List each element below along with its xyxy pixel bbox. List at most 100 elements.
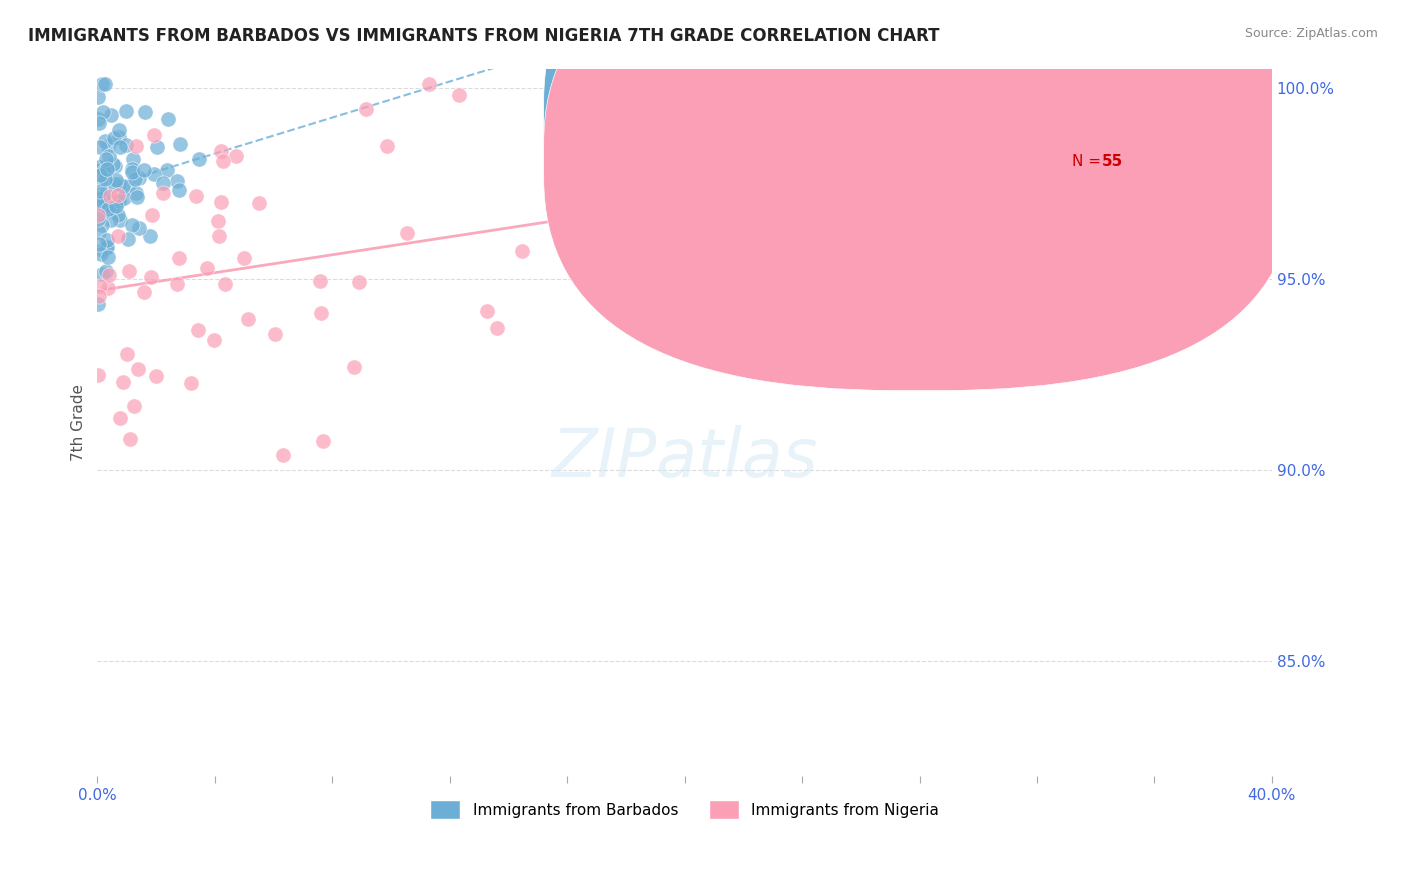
Point: [375, 139, 398, 153]
Point: [139, 228, 162, 243]
Point: [166, 174, 188, 188]
Text: IMMIGRANTS FROM BARBADOS VS IMMIGRANTS FROM NIGERIA 7TH GRADE CORRELATION CHART: IMMIGRANTS FROM BARBADOS VS IMMIGRANTS F…: [28, 27, 939, 45]
Point: [121, 165, 143, 179]
Point: [97, 149, 120, 163]
Point: [89, 116, 111, 130]
Point: [104, 199, 127, 213]
Point: [97, 202, 120, 216]
Point: [134, 104, 156, 119]
Point: [184, 189, 207, 203]
Point: [273, 448, 295, 462]
Point: [108, 212, 131, 227]
Point: [111, 179, 134, 194]
Point: [152, 186, 174, 200]
Point: [94, 264, 117, 278]
Point: [94, 152, 117, 166]
Point: [97, 281, 120, 295]
Point: [87, 89, 110, 103]
Point: [475, 304, 498, 318]
Point: [127, 361, 149, 376]
Point: [264, 326, 287, 341]
Point: [115, 346, 138, 360]
Point: [122, 399, 145, 413]
Point: [188, 152, 211, 166]
Point: [209, 145, 232, 159]
Point: [125, 139, 148, 153]
Point: [132, 285, 155, 300]
Text: N =: N =: [1073, 154, 1107, 169]
Point: [418, 77, 440, 91]
Point: [97, 268, 120, 282]
Point: [122, 152, 145, 166]
Point: [91, 218, 114, 232]
Point: [100, 212, 122, 227]
Point: [311, 434, 333, 448]
Point: [90, 160, 112, 174]
Point: [141, 270, 163, 285]
Point: [97, 138, 120, 153]
Point: [108, 178, 131, 192]
Point: [121, 161, 143, 176]
Point: [91, 171, 114, 186]
Point: [107, 229, 129, 244]
Text: R =: R =: [960, 154, 994, 169]
Point: [207, 214, 229, 228]
Point: [110, 140, 132, 154]
FancyBboxPatch shape: [873, 97, 1260, 210]
Point: [96, 240, 118, 254]
Point: [89, 195, 111, 210]
Point: [166, 277, 188, 292]
Point: [94, 186, 117, 201]
Point: [395, 226, 418, 240]
Text: N =: N =: [1073, 112, 1107, 127]
Point: [91, 77, 114, 91]
FancyBboxPatch shape: [544, 0, 1295, 391]
Point: [156, 162, 179, 177]
Point: [485, 321, 508, 335]
Point: [100, 108, 122, 122]
Point: [145, 368, 167, 383]
Point: [89, 225, 111, 239]
Point: [108, 194, 131, 208]
Y-axis label: 7th Grade: 7th Grade: [72, 384, 86, 461]
Point: [94, 171, 117, 186]
Point: [86, 212, 108, 227]
Point: [110, 410, 132, 425]
Point: [142, 167, 165, 181]
Point: [87, 112, 110, 126]
Point: [117, 178, 139, 193]
Point: [180, 376, 202, 390]
Point: [104, 173, 127, 187]
Point: [236, 311, 259, 326]
Point: [146, 140, 169, 154]
Point: [128, 220, 150, 235]
Point: [169, 183, 191, 197]
Point: [104, 160, 127, 174]
Point: [87, 368, 110, 383]
Point: [103, 157, 125, 171]
Point: [169, 136, 191, 151]
Point: [141, 208, 163, 222]
Point: [90, 244, 112, 258]
Text: Source: ZipAtlas.com: Source: ZipAtlas.com: [1244, 27, 1378, 40]
Point: [115, 103, 138, 118]
Point: [309, 306, 332, 320]
Text: ZIPatlas: ZIPatlas: [551, 425, 818, 491]
Point: [87, 236, 110, 251]
Text: 55: 55: [1101, 154, 1123, 169]
Point: [308, 274, 330, 288]
Text: 0.085: 0.085: [995, 112, 1045, 127]
Point: [87, 160, 110, 174]
Point: [132, 163, 155, 178]
Point: [89, 184, 111, 198]
Point: [125, 190, 148, 204]
Point: [107, 129, 129, 144]
Point: [115, 138, 138, 153]
Point: [100, 200, 122, 214]
Text: R =: R =: [960, 112, 994, 127]
Point: [90, 199, 112, 213]
Point: [91, 172, 114, 186]
Point: [212, 154, 235, 169]
Point: [89, 168, 111, 182]
Point: [152, 177, 174, 191]
